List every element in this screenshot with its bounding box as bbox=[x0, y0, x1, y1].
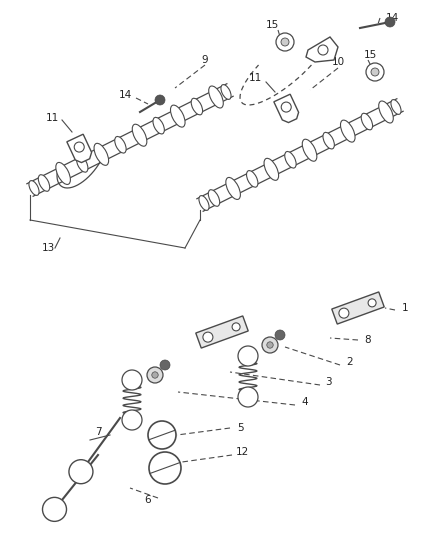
Text: 15: 15 bbox=[364, 50, 377, 60]
Circle shape bbox=[385, 17, 395, 27]
Ellipse shape bbox=[209, 86, 223, 108]
Text: 2: 2 bbox=[347, 357, 353, 367]
Polygon shape bbox=[332, 292, 384, 324]
Ellipse shape bbox=[221, 85, 231, 99]
Circle shape bbox=[267, 342, 273, 348]
Text: 6: 6 bbox=[145, 495, 151, 505]
Ellipse shape bbox=[323, 132, 334, 149]
Ellipse shape bbox=[38, 175, 49, 191]
Text: 8: 8 bbox=[365, 335, 371, 345]
Circle shape bbox=[366, 63, 384, 81]
Circle shape bbox=[203, 332, 213, 342]
Ellipse shape bbox=[302, 139, 317, 161]
Ellipse shape bbox=[247, 171, 258, 187]
Text: 3: 3 bbox=[325, 377, 331, 387]
Circle shape bbox=[122, 370, 142, 390]
Polygon shape bbox=[306, 37, 338, 62]
Text: 11: 11 bbox=[248, 73, 261, 83]
Ellipse shape bbox=[94, 143, 109, 165]
Text: 9: 9 bbox=[201, 55, 208, 65]
Circle shape bbox=[160, 360, 170, 370]
Ellipse shape bbox=[199, 196, 209, 211]
Circle shape bbox=[339, 308, 349, 318]
Circle shape bbox=[371, 68, 379, 76]
Text: 5: 5 bbox=[237, 423, 244, 433]
Circle shape bbox=[147, 367, 163, 383]
Circle shape bbox=[42, 497, 67, 521]
Ellipse shape bbox=[191, 98, 203, 115]
Circle shape bbox=[74, 142, 84, 152]
Text: 1: 1 bbox=[402, 303, 408, 313]
Circle shape bbox=[122, 410, 142, 430]
Circle shape bbox=[368, 299, 376, 307]
Ellipse shape bbox=[340, 120, 355, 142]
Ellipse shape bbox=[29, 181, 39, 196]
Polygon shape bbox=[67, 134, 92, 163]
Polygon shape bbox=[274, 94, 299, 123]
Circle shape bbox=[238, 387, 258, 407]
Circle shape bbox=[275, 330, 285, 340]
Ellipse shape bbox=[170, 105, 185, 127]
Text: 13: 13 bbox=[41, 243, 55, 253]
Circle shape bbox=[152, 372, 158, 378]
Ellipse shape bbox=[361, 113, 373, 130]
Ellipse shape bbox=[208, 190, 220, 206]
Text: 12: 12 bbox=[235, 447, 249, 457]
Circle shape bbox=[69, 459, 93, 484]
Ellipse shape bbox=[264, 158, 279, 180]
Circle shape bbox=[262, 337, 278, 353]
Text: 10: 10 bbox=[332, 57, 345, 67]
Ellipse shape bbox=[153, 117, 164, 134]
Polygon shape bbox=[196, 316, 248, 348]
Circle shape bbox=[276, 33, 294, 51]
Circle shape bbox=[318, 45, 328, 55]
Text: 15: 15 bbox=[265, 20, 279, 30]
Ellipse shape bbox=[285, 151, 296, 168]
Ellipse shape bbox=[115, 136, 126, 153]
Circle shape bbox=[232, 323, 240, 331]
Text: 4: 4 bbox=[302, 397, 308, 407]
Circle shape bbox=[238, 346, 258, 366]
Ellipse shape bbox=[56, 163, 71, 184]
Ellipse shape bbox=[132, 124, 147, 146]
Ellipse shape bbox=[226, 177, 240, 199]
Circle shape bbox=[155, 95, 165, 105]
Circle shape bbox=[149, 452, 181, 484]
Ellipse shape bbox=[379, 101, 393, 123]
Circle shape bbox=[148, 421, 176, 449]
Circle shape bbox=[281, 38, 289, 46]
Circle shape bbox=[281, 102, 291, 112]
Ellipse shape bbox=[391, 100, 401, 115]
Ellipse shape bbox=[77, 156, 88, 172]
Text: 7: 7 bbox=[95, 427, 101, 437]
Text: 14: 14 bbox=[385, 13, 399, 23]
Text: 11: 11 bbox=[46, 113, 59, 123]
Text: 14: 14 bbox=[118, 90, 132, 100]
